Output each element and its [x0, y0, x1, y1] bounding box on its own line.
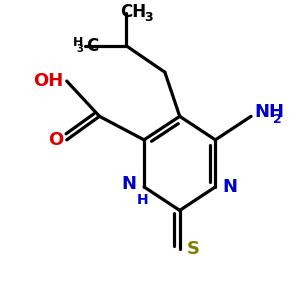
Text: C: C	[86, 37, 98, 55]
Text: OH: OH	[33, 72, 63, 90]
Text: 3: 3	[76, 44, 83, 54]
Text: N: N	[223, 178, 238, 196]
Text: S: S	[187, 240, 200, 258]
Text: 2: 2	[273, 113, 282, 126]
Text: N: N	[122, 175, 136, 193]
Text: H: H	[137, 193, 148, 207]
Text: NH: NH	[254, 103, 284, 121]
Text: 3: 3	[144, 11, 153, 24]
Text: CH: CH	[121, 3, 147, 21]
Text: O: O	[48, 131, 63, 149]
Text: H: H	[73, 36, 83, 49]
